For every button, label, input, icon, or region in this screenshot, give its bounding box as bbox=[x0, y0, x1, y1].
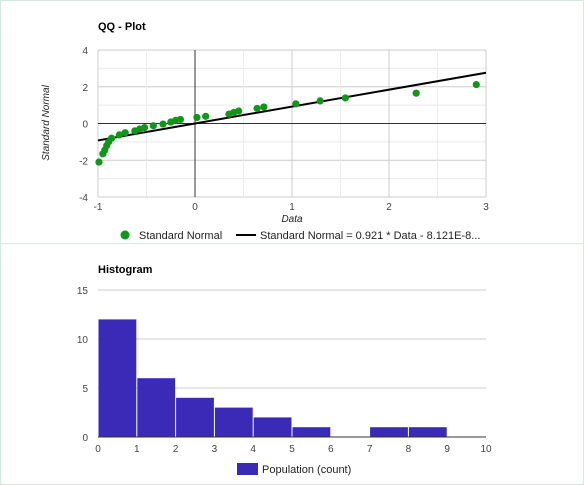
qq-data-point bbox=[292, 100, 300, 108]
qq-data-point bbox=[412, 89, 420, 97]
qq-plot-chart: QQ - Plot -4 -2 0 2 4 -1 0 1 2 3 Data Standard No… bbox=[41, 21, 489, 242]
qq-data-point bbox=[115, 131, 123, 139]
qq-y-tick-label: 0 bbox=[82, 120, 88, 131]
qq-data-point bbox=[140, 123, 149, 132]
qq-plot-ticks: -4 -2 0 2 4 -1 0 1 2 3 bbox=[79, 46, 489, 213]
qq-y-tick-label: -4 bbox=[79, 193, 88, 204]
qq-data-point bbox=[176, 115, 185, 124]
qq-plot-grid bbox=[97, 49, 487, 198]
qq-x-tick-label: 2 bbox=[386, 202, 392, 213]
qq-data-point bbox=[95, 158, 103, 166]
qq-data-point bbox=[235, 107, 243, 115]
qq-y-tick-label: -2 bbox=[79, 156, 88, 167]
qq-plot-trend-line-group bbox=[97, 71, 487, 142]
panel-divider bbox=[1, 243, 583, 244]
qq-x-tick-label: 1 bbox=[289, 202, 295, 213]
qq-y-tick-label: 4 bbox=[82, 46, 88, 57]
qq-data-point bbox=[260, 103, 268, 111]
qq-data-point bbox=[193, 113, 201, 122]
qq-x-tick-label: -1 bbox=[94, 202, 103, 213]
qq-plot-x-axis-title: Data bbox=[281, 214, 303, 225]
qq-data-point bbox=[159, 120, 167, 128]
legend-label-points: Standard Normal bbox=[139, 230, 222, 242]
qq-data-point bbox=[202, 112, 210, 120]
legend-marker-points bbox=[120, 230, 130, 240]
qq-data-point bbox=[341, 94, 349, 102]
qq-data-point bbox=[121, 129, 129, 137]
qq-data-point bbox=[149, 122, 157, 130]
qq-data-point bbox=[316, 97, 324, 105]
qq-data-point bbox=[472, 80, 480, 89]
qq-trend-line bbox=[97, 71, 487, 142]
qq-y-tick-label: 2 bbox=[82, 83, 88, 94]
qq-data-point bbox=[107, 134, 116, 142]
qq-plot-points bbox=[95, 80, 480, 166]
legend-label-line: Standard Normal = 0.921 * Data - 8.121E-… bbox=[260, 230, 480, 242]
qq-plot-y-axis-title: Standard Normal bbox=[41, 84, 52, 160]
qq-x-tick-label: 0 bbox=[192, 202, 198, 213]
qq-data-point bbox=[253, 104, 261, 113]
qq-x-tick-label: 3 bbox=[483, 202, 489, 213]
qq-plot-title: QQ - Plot bbox=[98, 21, 146, 33]
